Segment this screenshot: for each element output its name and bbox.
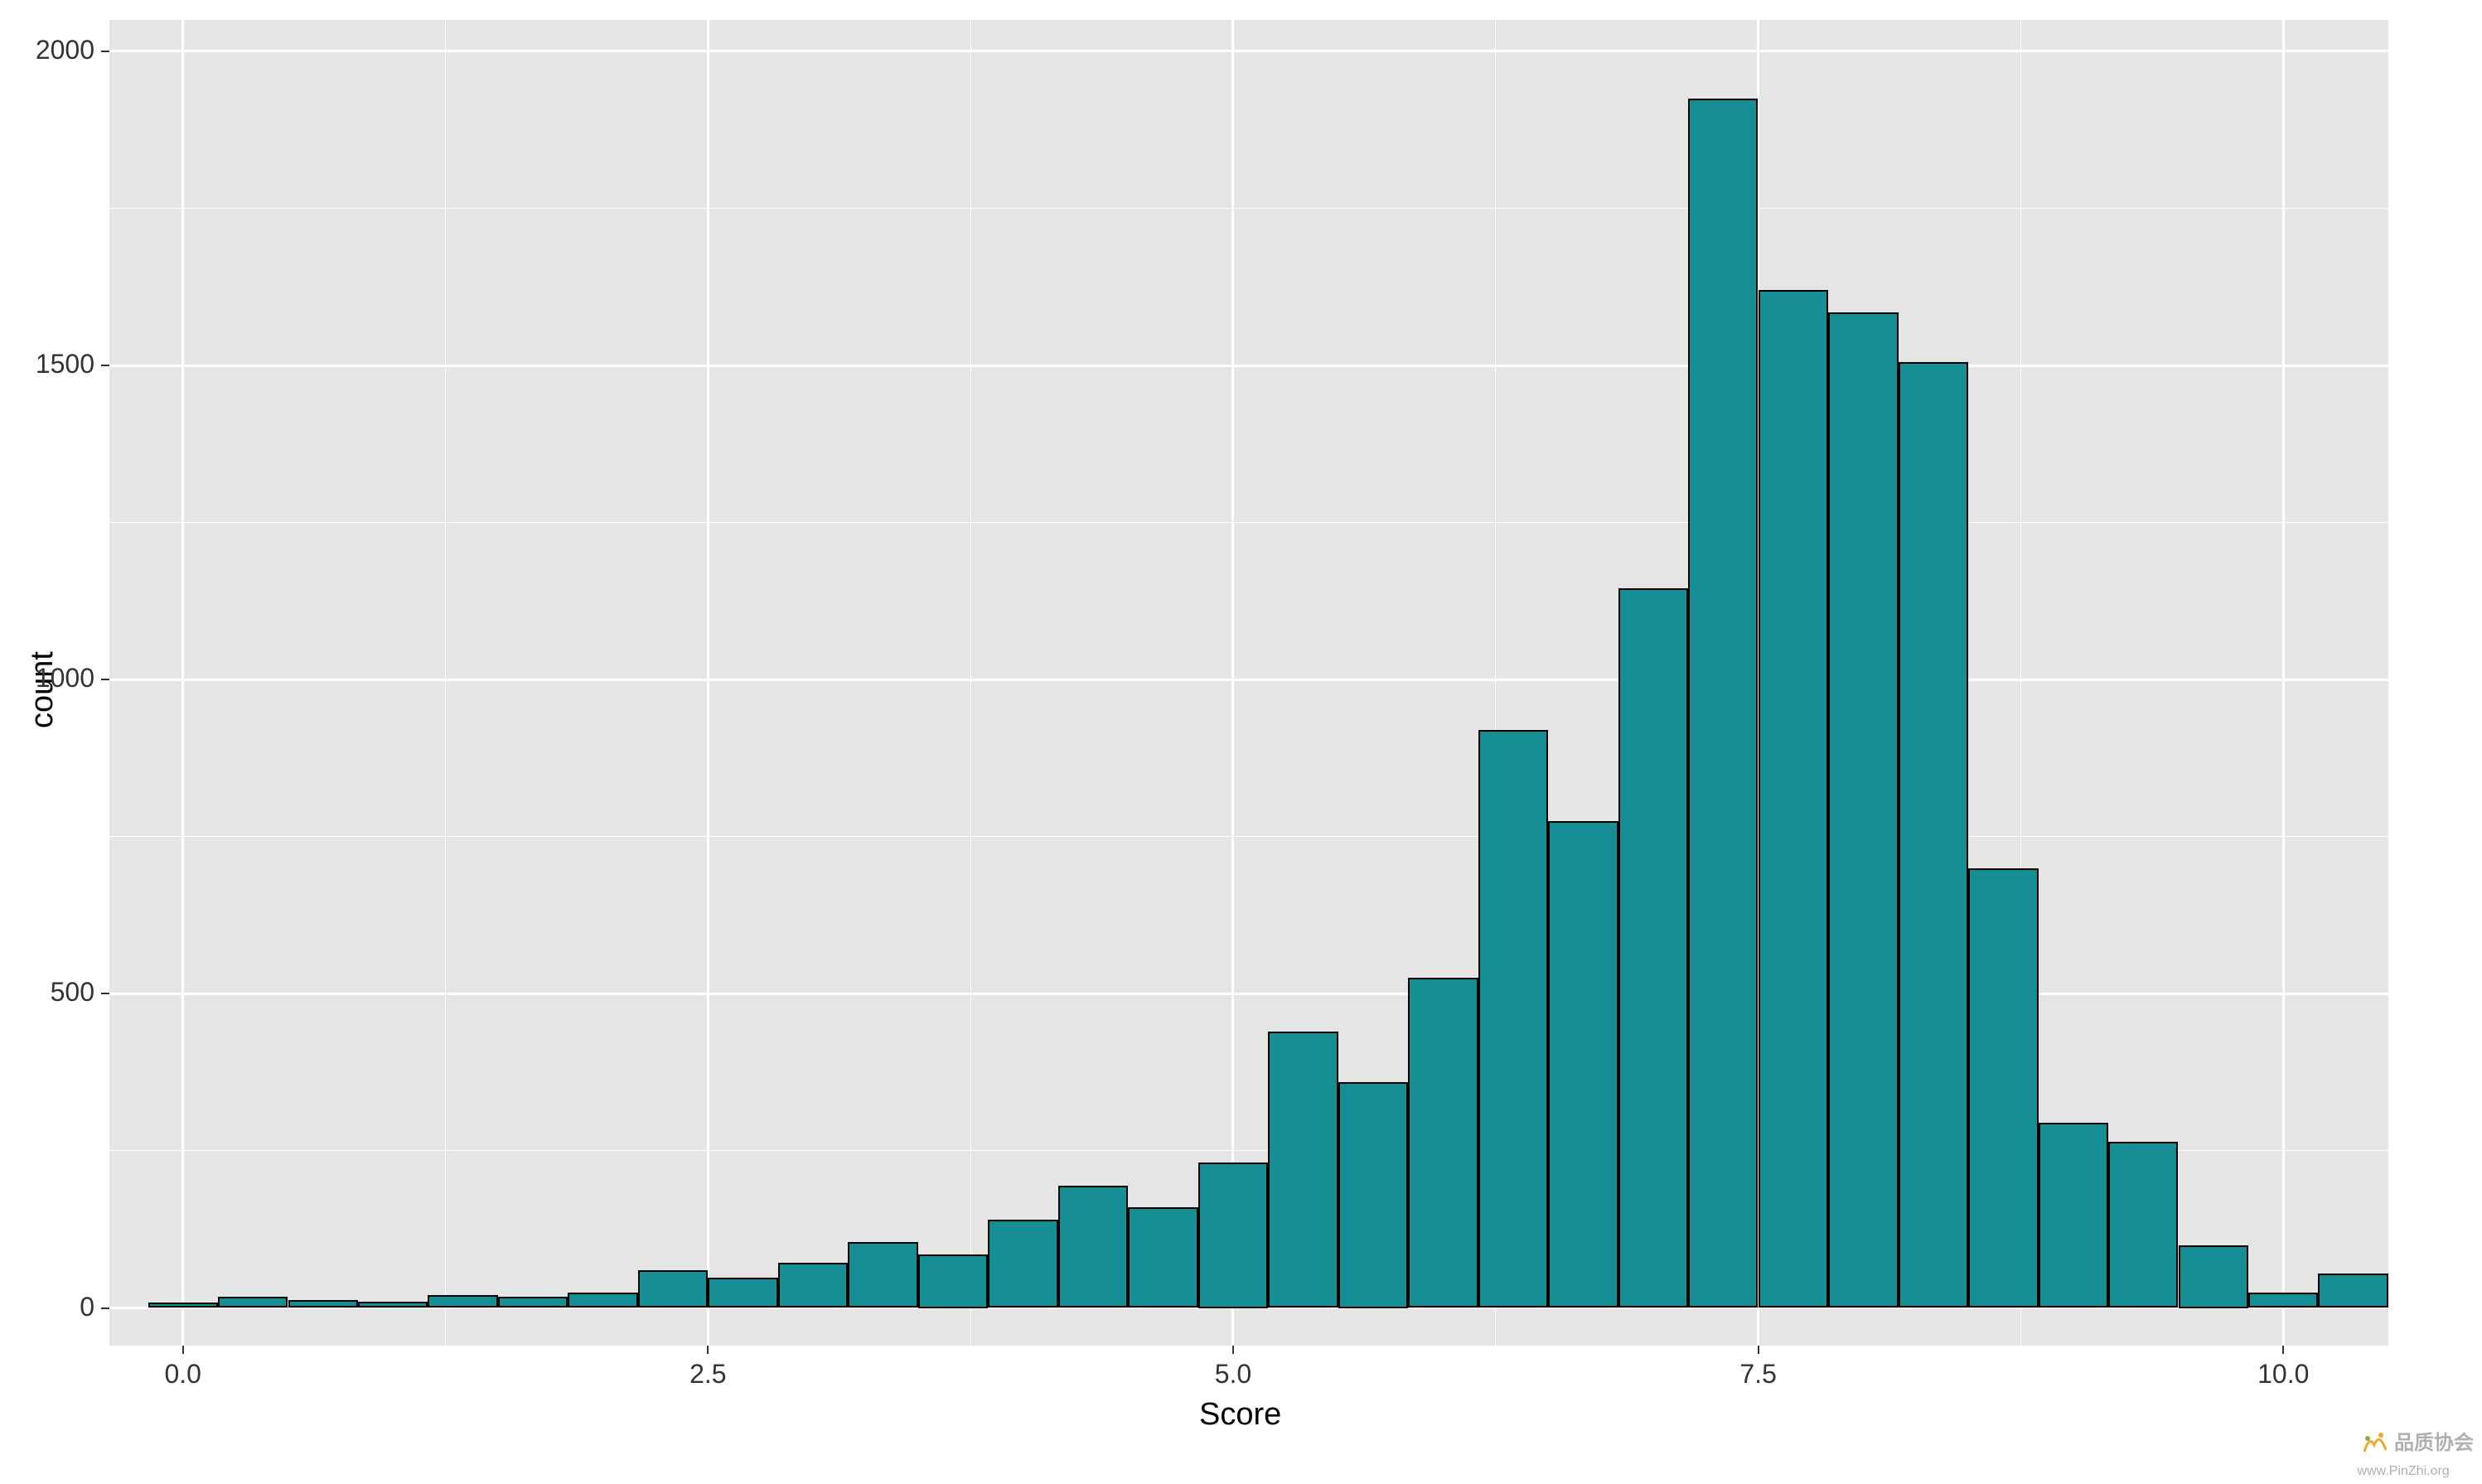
histogram-bar — [2108, 1142, 2178, 1308]
watermark-icon — [2358, 1427, 2391, 1464]
gridline-vertical — [1231, 20, 1234, 1346]
histogram-bar — [918, 1254, 988, 1308]
gridline-vertical — [707, 20, 709, 1346]
histogram-bar — [1478, 730, 1548, 1308]
x-axis-tick-label: 10.0 — [2250, 1359, 2316, 1390]
histogram-bar — [358, 1302, 428, 1308]
chart-canvas: count Score 品质协会 www.PinZhi.org 0.02.55.… — [0, 0, 2482, 1484]
histogram-bar — [218, 1297, 288, 1308]
y-axis-tick-label: 1500 — [36, 349, 94, 379]
y-axis-tick-label: 2000 — [36, 35, 94, 65]
histogram-bar — [1618, 588, 1688, 1308]
gridline-vertical — [2282, 20, 2285, 1346]
x-axis-tick-label: 2.5 — [675, 1359, 741, 1390]
x-axis-tick-label: 5.0 — [1200, 1359, 1266, 1390]
x-axis-tick — [707, 1346, 709, 1354]
histogram-bar — [1338, 1082, 1408, 1308]
x-axis-tick — [1232, 1346, 1234, 1354]
histogram-bar — [1968, 868, 2038, 1308]
histogram-bar — [288, 1300, 358, 1308]
y-axis-tick — [101, 51, 109, 52]
watermark-text-url: www.PinZhi.org — [2358, 1464, 2450, 1478]
y-axis-tick — [101, 1308, 109, 1309]
y-axis-tick-label: 0 — [80, 1292, 94, 1322]
histogram-bar — [1128, 1207, 1197, 1308]
y-axis-tick-label: 1000 — [36, 663, 94, 694]
x-axis-tick-label: 7.5 — [1725, 1359, 1792, 1390]
histogram-bar — [568, 1293, 637, 1308]
histogram-bar — [1688, 99, 1758, 1308]
histogram-bar — [1408, 978, 1478, 1308]
histogram-bar — [2179, 1245, 2248, 1308]
gridline-horizontal — [109, 365, 2388, 367]
histogram-bar — [708, 1278, 777, 1308]
histogram-bar — [148, 1303, 218, 1308]
gridline-horizontal — [109, 836, 2388, 837]
histogram-bar — [848, 1242, 917, 1308]
x-axis-tick — [2282, 1346, 2284, 1354]
x-axis-tick — [1758, 1346, 1759, 1354]
gridline-horizontal — [109, 993, 2388, 995]
y-axis-tick — [101, 679, 109, 680]
x-axis-tick-label: 0.0 — [150, 1359, 216, 1390]
histogram-bar — [1759, 290, 1828, 1308]
histogram-bar — [1268, 1032, 1338, 1308]
histogram-bar — [2248, 1293, 2318, 1308]
histogram-bar — [1198, 1163, 1268, 1308]
gridline-horizontal — [109, 522, 2388, 523]
histogram-bar — [1548, 821, 1618, 1308]
histogram-bar — [2318, 1274, 2388, 1308]
gridline-horizontal — [109, 679, 2388, 681]
histogram-bar — [498, 1297, 568, 1308]
x-axis-tick — [182, 1346, 184, 1354]
histogram-bar — [778, 1263, 848, 1308]
histogram-bar — [1058, 1186, 1128, 1308]
y-axis-tick — [101, 365, 109, 366]
histogram-bar — [988, 1220, 1057, 1308]
gridline-vertical — [445, 20, 446, 1346]
gridline-horizontal — [109, 50, 2388, 52]
watermark-text-cn: 品质协会 — [2394, 1432, 2474, 1454]
histogram-bar — [638, 1270, 708, 1308]
histogram-bar — [428, 1295, 497, 1308]
histogram-bar — [1828, 312, 1898, 1308]
y-axis-tick — [101, 993, 109, 994]
gridline-vertical — [181, 20, 184, 1346]
histogram-bar — [2039, 1123, 2108, 1308]
x-axis-title: Score — [1199, 1397, 1281, 1433]
gridline-vertical — [970, 20, 971, 1346]
watermark: 品质协会 www.PinZhi.org — [2358, 1426, 2474, 1479]
gridline-horizontal — [109, 208, 2388, 209]
histogram-bar — [1899, 362, 1968, 1308]
y-axis-tick-label: 500 — [51, 977, 94, 1008]
